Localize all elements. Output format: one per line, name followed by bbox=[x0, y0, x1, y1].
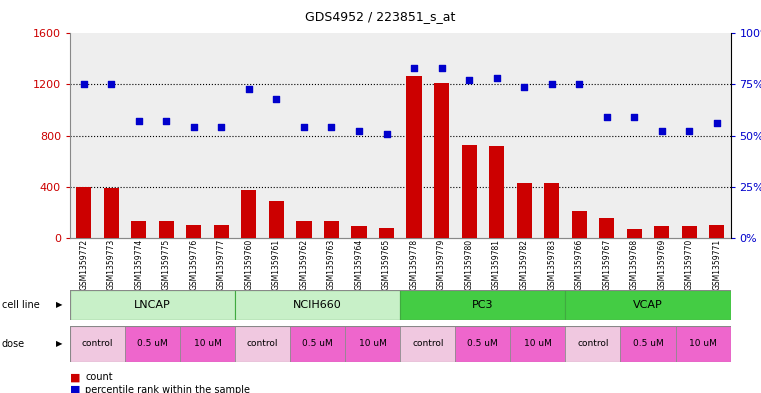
Bar bbox=[70, 326, 125, 362]
Point bbox=[656, 129, 668, 135]
Bar bbox=[290, 326, 345, 362]
Bar bbox=[434, 83, 449, 238]
Text: 0.5 uM: 0.5 uM bbox=[467, 340, 498, 348]
Text: control: control bbox=[81, 340, 113, 348]
Bar bbox=[455, 326, 511, 362]
Bar bbox=[489, 147, 505, 238]
Text: ■: ■ bbox=[70, 385, 81, 393]
Bar bbox=[544, 183, 559, 238]
Text: GDS4952 / 223851_s_at: GDS4952 / 223851_s_at bbox=[305, 10, 456, 23]
Point bbox=[711, 120, 723, 127]
Point bbox=[132, 118, 145, 125]
Point bbox=[78, 81, 90, 88]
Point bbox=[215, 124, 228, 130]
Bar bbox=[296, 221, 311, 238]
Bar bbox=[620, 326, 676, 362]
Bar bbox=[186, 225, 202, 238]
Bar bbox=[352, 226, 367, 238]
Point bbox=[270, 95, 282, 102]
Bar bbox=[76, 187, 91, 238]
Bar bbox=[400, 326, 455, 362]
Bar bbox=[241, 190, 256, 238]
Text: NCIH660: NCIH660 bbox=[293, 300, 342, 310]
Text: 10 uM: 10 uM bbox=[689, 340, 717, 348]
Text: 10 uM: 10 uM bbox=[359, 340, 387, 348]
Bar bbox=[180, 326, 235, 362]
Bar bbox=[324, 221, 339, 238]
Point bbox=[353, 129, 365, 135]
Bar bbox=[572, 211, 587, 238]
Bar bbox=[461, 145, 476, 238]
Text: ▶: ▶ bbox=[56, 301, 63, 309]
Point bbox=[491, 75, 503, 81]
Point bbox=[683, 129, 696, 135]
Bar bbox=[125, 326, 180, 362]
Point bbox=[243, 85, 255, 92]
Bar bbox=[406, 75, 422, 238]
Point bbox=[573, 81, 585, 88]
Bar bbox=[70, 290, 235, 320]
Point bbox=[326, 124, 338, 130]
Text: percentile rank within the sample: percentile rank within the sample bbox=[85, 385, 250, 393]
Point bbox=[161, 118, 173, 125]
Bar bbox=[131, 221, 146, 238]
Bar bbox=[626, 229, 642, 238]
Bar bbox=[654, 226, 670, 238]
Point bbox=[463, 77, 475, 84]
Bar bbox=[379, 228, 394, 238]
Text: control: control bbox=[412, 340, 444, 348]
Bar bbox=[565, 290, 731, 320]
Bar bbox=[345, 326, 400, 362]
Bar bbox=[682, 226, 697, 238]
Point bbox=[600, 114, 613, 120]
Point bbox=[408, 65, 420, 71]
Bar bbox=[676, 326, 731, 362]
Point bbox=[628, 114, 640, 120]
Text: 10 uM: 10 uM bbox=[194, 340, 221, 348]
Point bbox=[380, 130, 393, 137]
Text: count: count bbox=[85, 372, 113, 382]
Point bbox=[105, 81, 117, 88]
Text: cell line: cell line bbox=[2, 300, 40, 310]
Point bbox=[298, 124, 310, 130]
Point bbox=[435, 65, 447, 71]
Bar bbox=[511, 326, 565, 362]
Text: ■: ■ bbox=[70, 372, 81, 382]
Bar bbox=[159, 221, 174, 238]
Text: control: control bbox=[247, 340, 279, 348]
Text: PC3: PC3 bbox=[472, 300, 494, 310]
Bar bbox=[214, 225, 229, 238]
Text: 0.5 uM: 0.5 uM bbox=[302, 340, 333, 348]
Point bbox=[518, 83, 530, 90]
Text: VCAP: VCAP bbox=[633, 300, 663, 310]
Point bbox=[188, 124, 200, 130]
Bar bbox=[235, 290, 400, 320]
Text: 0.5 uM: 0.5 uM bbox=[137, 340, 168, 348]
Text: ▶: ▶ bbox=[56, 340, 63, 348]
Point bbox=[546, 81, 558, 88]
Text: control: control bbox=[577, 340, 609, 348]
Bar bbox=[269, 201, 284, 238]
Bar bbox=[235, 326, 290, 362]
Text: LNCAP: LNCAP bbox=[134, 300, 171, 310]
Text: 0.5 uM: 0.5 uM bbox=[632, 340, 664, 348]
Bar bbox=[400, 290, 565, 320]
Bar bbox=[599, 218, 614, 238]
Text: dose: dose bbox=[2, 339, 24, 349]
Bar bbox=[565, 326, 620, 362]
Bar bbox=[709, 225, 724, 238]
Text: 10 uM: 10 uM bbox=[524, 340, 552, 348]
Bar bbox=[517, 183, 532, 238]
Bar bbox=[103, 188, 119, 238]
